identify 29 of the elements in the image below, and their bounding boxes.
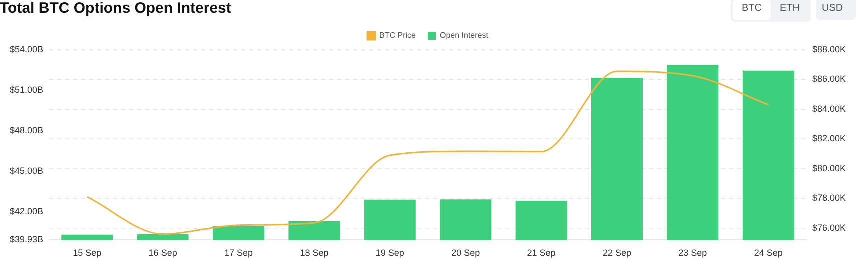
y2-tick-label: $78.00K (812, 193, 846, 204)
y2-tick-label: $76.00K (812, 222, 846, 233)
legend-label: BTC Price (380, 31, 417, 40)
chart-title: Total BTC Options Open Interest (0, 0, 232, 17)
y2-tick-label: $86.00K (812, 74, 846, 84)
x-tick-label: 18 Sep (300, 248, 329, 258)
x-tick-label: 19 Sep (376, 248, 404, 258)
x-tick-label: 24 Sep (754, 248, 783, 258)
x-tick-label: 22 Sep (602, 248, 632, 258)
x-tick-label: 20 Sep (452, 248, 480, 258)
y-tick-label: $39.93B (10, 234, 44, 245)
y-tick-label: $54.00B (10, 44, 44, 54)
y-tick-label: $51.00B (10, 85, 44, 96)
x-tick-label: 23 Sep (678, 248, 708, 258)
y2-tick-label: $82.00K (812, 134, 846, 144)
y2-tick-label: $80.00K (812, 163, 846, 174)
currency-select: USD (816, 0, 856, 20)
currency-toggle: BTC ETH (731, 0, 811, 22)
y2-tick-label: $88.00K (812, 44, 846, 54)
x-tick-label: 15 Sep (73, 248, 102, 258)
y-tick-label: $45.00B (10, 166, 44, 176)
y-tick-label: $48.00B (10, 126, 44, 136)
y-tick-label: $42.00B (10, 206, 44, 217)
x-tick-label: 16 Sep (148, 248, 178, 258)
x-tick-label: 17 Sep (224, 248, 254, 258)
legend-label: Open Interest (440, 31, 490, 40)
x-tick-label: 21 Sep (527, 248, 556, 258)
y2-tick-label: $84.00K (812, 104, 846, 114)
line-series (86, 70, 770, 236)
